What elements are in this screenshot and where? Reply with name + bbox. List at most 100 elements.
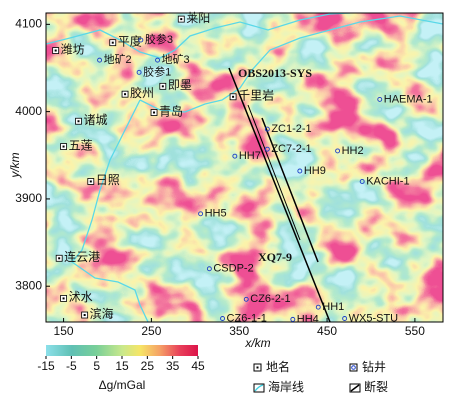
place-marker-dot (89, 180, 92, 183)
legend: 地名 钻井 海岸线 断裂 (253, 359, 388, 394)
place-marker-dot (62, 145, 65, 148)
x-tick-label: 250 (141, 324, 161, 338)
place-marker-dot (111, 41, 114, 44)
anomaly-raster (46, 13, 443, 322)
x-tick-label: 150 (54, 324, 74, 338)
place-label: 胶州 (130, 85, 154, 100)
well-marker (377, 96, 383, 102)
well-marker (138, 37, 144, 43)
well-label: CZ6-1-1 (227, 312, 267, 324)
well-marker (335, 148, 341, 154)
well-marker (198, 211, 204, 217)
legend-fault-icon (350, 384, 360, 392)
x-tick-label: 550 (405, 324, 425, 338)
well-marker (97, 57, 103, 63)
well-marker (290, 316, 296, 322)
legend-label: 海岸线 (268, 379, 304, 394)
place-label: 沭水 (69, 290, 93, 304)
fault (261, 117, 319, 263)
place-label: 青岛 (159, 103, 183, 118)
well-marker (232, 153, 238, 159)
place-marker-dot (62, 297, 65, 300)
well-marker (342, 316, 348, 321)
colorbar-tick-label: -5 (66, 359, 77, 373)
gravity-field (46, 13, 443, 322)
place-label: 日照 (96, 173, 120, 187)
legend-label: 断裂 (364, 379, 388, 394)
well-marker (243, 296, 249, 302)
well-label: CSDP-2 (213, 263, 253, 275)
y-axis-label: y/km (8, 152, 22, 178)
fault (228, 67, 331, 322)
place-label: 连云港 (64, 249, 100, 264)
coastline (46, 13, 351, 59)
well-label: ZC1-2-1 (271, 123, 311, 135)
plot-frame (45, 12, 444, 323)
x-tick-label: 350 (229, 324, 249, 338)
legend-well-icon (351, 365, 356, 370)
place-label: 潍坊 (61, 41, 85, 56)
well-label: HH4 (297, 313, 319, 325)
place-marker-dot (77, 120, 80, 123)
colorbar-tick-label: 35 (166, 359, 180, 373)
coastline (71, 99, 149, 322)
well-label: HH7 (239, 150, 261, 162)
well-label: HH1 (322, 301, 344, 313)
well-label: WX5-STU (349, 312, 399, 324)
place-marker-dot (161, 85, 164, 88)
place-label: 即墨 (168, 78, 192, 92)
profile-label: XQ7-9 (258, 250, 292, 264)
colorbar-label: Δg/mGal (99, 378, 146, 392)
well-marker (297, 168, 303, 174)
well-marker (264, 146, 270, 152)
colorbar-tick-label: 25 (141, 359, 155, 373)
y-tick-label: 4100 (15, 17, 42, 31)
place-marker-dot (232, 95, 235, 98)
colorbar-tick-label: 15 (115, 359, 129, 373)
place-marker-dot (124, 93, 127, 96)
place-marker-dot (54, 49, 57, 52)
well-label: 地矿2 (104, 53, 132, 66)
legend-coast-icon (253, 383, 265, 393)
well-label: HH5 (205, 208, 227, 220)
y-tick-label: 4000 (15, 104, 42, 118)
well-label: HAEMA-1 (384, 93, 433, 105)
place-marker-dot (58, 257, 61, 260)
place-label: 千里岩 (238, 88, 274, 103)
well-marker (264, 126, 270, 132)
place-label: 平度 (118, 33, 142, 48)
legend-place-icon (256, 366, 259, 369)
well-label: KACHI-1 (366, 175, 409, 187)
well-marker (206, 266, 212, 272)
y-tick-label: 3900 (15, 191, 42, 205)
place-label: 五莲 (69, 138, 93, 152)
well-label: 胶参1 (143, 64, 171, 78)
well-label: ZC7-2-1 (271, 143, 311, 155)
well-label: 地矿3 (162, 53, 190, 66)
place-label: 诸城 (83, 113, 107, 127)
y-tick-label: 3800 (15, 278, 42, 292)
well-marker (220, 316, 225, 321)
legend-coast-icon (254, 384, 264, 392)
well-marker (136, 69, 142, 75)
place-label: 莱阳 (186, 11, 210, 25)
well-label: HH9 (304, 165, 326, 177)
place-marker-dot (180, 18, 183, 21)
well-label: CZ6-2-1 (250, 293, 290, 305)
place-marker-dot (153, 111, 156, 114)
colorbar (46, 345, 198, 356)
legend-label: 钻井 (362, 359, 386, 374)
coastline (139, 15, 443, 113)
place-label: 滨海 (90, 306, 114, 321)
colorbar-tick-label: 5 (93, 359, 100, 373)
place-marker-dot (83, 314, 86, 317)
colorbar-tick-label: -15 (37, 359, 55, 373)
x-tick-label: 450 (317, 324, 337, 338)
fault (247, 104, 301, 241)
well-label: 胶参3 (145, 32, 173, 46)
x-axis-label: x/km (244, 336, 270, 350)
legend-well-icon (349, 363, 358, 372)
well-marker (315, 304, 321, 310)
legend-label: 地名 (266, 359, 290, 374)
